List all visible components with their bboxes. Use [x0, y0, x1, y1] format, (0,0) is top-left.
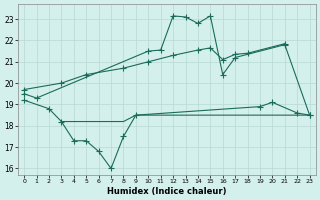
X-axis label: Humidex (Indice chaleur): Humidex (Indice chaleur) — [107, 187, 227, 196]
